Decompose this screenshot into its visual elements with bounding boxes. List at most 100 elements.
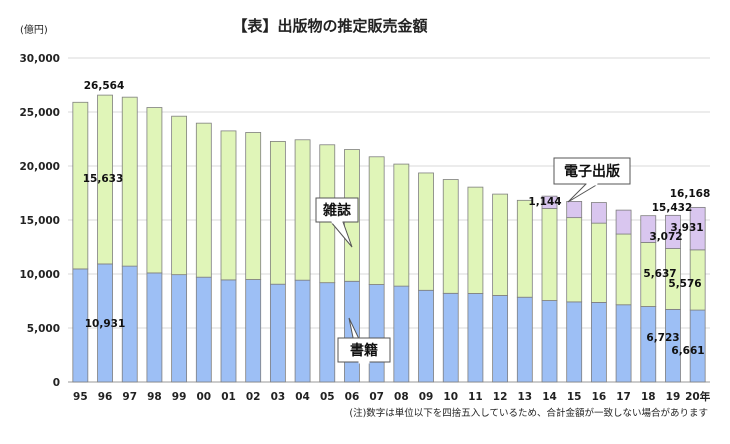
x-tick-label: 03 (271, 391, 286, 403)
callout-pointer-joint (331, 220, 343, 224)
bar-segment-magazine (220, 130, 237, 281)
data-label: 6,661 (671, 345, 704, 357)
bar-segment-book (590, 302, 607, 383)
bar-segment-ebook (640, 215, 657, 243)
x-tick-label: 06 (345, 391, 360, 403)
callout-pointer-joint (586, 182, 598, 186)
bar-segment-book (640, 306, 657, 383)
x-axis-ticks: 95 96 97 98 99 00 01 02 03 04 05 06 07 08 09 10 11 12 13 14… (73, 390, 711, 403)
bar-segment-magazine (195, 122, 212, 278)
bar-segment-magazine (467, 186, 484, 294)
bar-segment-book (467, 293, 484, 383)
x-tick-label: 01 (221, 391, 236, 403)
data-label: 5,637 (643, 268, 676, 280)
y-tick-label: 15,000 (19, 215, 60, 227)
bar-segment-book (294, 279, 311, 383)
x-tick-label: 10 (443, 391, 458, 403)
bar-segment-book (418, 289, 434, 383)
y-tick-label: 25,000 (19, 107, 60, 119)
bar-segment-book (245, 279, 262, 383)
callout-text: 雑誌 (322, 202, 351, 219)
y-tick-label: 20,000 (19, 161, 60, 173)
bar-segment-book (516, 296, 533, 383)
bar-segment-ebook (541, 195, 558, 209)
y-tick-label: 10,000 (19, 269, 60, 281)
x-tick-label: 15 (567, 391, 582, 403)
bar-segment-book (195, 276, 212, 383)
callout-book: 書籍 (337, 317, 391, 364)
x-tick-label: 12 (493, 391, 508, 403)
x-tick-label: 20年 (685, 390, 711, 403)
x-tick-label: 18 (641, 391, 656, 403)
bar-segment-book (393, 285, 410, 383)
y-tick-label: 30,000 (19, 53, 60, 65)
x-tick-label: 16 (592, 391, 607, 403)
callout-box (315, 197, 359, 223)
x-tick-label: 02 (246, 391, 261, 403)
data-label: 15,432 (652, 202, 693, 214)
bar-segment-ebook (615, 209, 632, 235)
data-label: 3,072 (649, 231, 682, 243)
data-label: 1,144 (528, 196, 561, 208)
x-tick-label: 99 (172, 391, 187, 403)
x-tick-label: 05 (320, 391, 335, 403)
callout-text: 電子出版 (564, 163, 620, 180)
bar-segment-book (368, 284, 385, 383)
bar-segment-book (541, 300, 558, 383)
bar-segment-magazine (393, 163, 410, 287)
data-label: 26,564 (84, 80, 125, 92)
bar-segment-magazine (492, 193, 509, 296)
callout-box (337, 337, 391, 363)
x-tick-label: 19 (666, 391, 681, 403)
bar-segment-magazine (516, 199, 533, 298)
bar-segment-magazine (541, 208, 558, 301)
data-label: 10,931 (85, 318, 126, 330)
bar-segment-ebook (665, 214, 681, 249)
bar-segment-magazine (245, 132, 262, 280)
x-tick-label: 14 (542, 391, 557, 403)
data-label: 15,633 (83, 173, 124, 185)
callout-text: 書籍 (350, 342, 378, 359)
x-tick-label: 96 (98, 391, 113, 403)
data-label: 5,576 (668, 278, 701, 290)
bar-segment-magazine (269, 140, 286, 285)
callout-pointer (567, 183, 600, 203)
chart-title: 【表】出版物の推定販売金額 (232, 17, 427, 35)
bar-segment-magazine (146, 107, 163, 274)
data-label: 6,723 (646, 332, 679, 344)
bar-segment-book (615, 304, 632, 383)
x-tick-label: 11 (468, 391, 483, 403)
x-tick-label: 07 (369, 391, 384, 403)
x-tick-label: 17 (616, 391, 631, 403)
x-tick-label: 04 (295, 391, 310, 403)
y-tick-label: 5,000 (27, 323, 60, 335)
bar-segment-book (442, 292, 459, 383)
bar-segment-magazine (566, 217, 583, 303)
bar-segment-magazine (368, 156, 385, 285)
gridlines (68, 57, 710, 383)
bar-segment-magazine (294, 139, 311, 281)
callout-ebook: 電子出版 (553, 157, 631, 203)
x-tick-label: 98 (147, 391, 162, 403)
unit-label: (億円) (20, 23, 48, 36)
bar-segment-ebook (689, 206, 706, 251)
bar-segment-book (319, 282, 336, 383)
bar-segment-magazine (590, 222, 607, 303)
data-labels: 26,564 15,633 10,931 1,144 15,432 3,072 5,637 6… (83, 80, 711, 357)
bar-segment-book (492, 295, 509, 383)
callout-box (553, 157, 631, 185)
x-tick-label: 09 (419, 391, 434, 403)
bar-segment-book (220, 279, 237, 383)
bar-segment-magazine (418, 172, 434, 291)
bar-segment-book (171, 274, 188, 383)
bar-segment-magazine (121, 96, 138, 267)
footnote: (注)数字は単位以下を四捨五入しているため、合計金額が一致しない場合があります (349, 407, 708, 419)
bar-segment-magazine (442, 179, 459, 294)
bar-segment-magazine (97, 94, 113, 265)
y-axis-ticks: 0 5,000 10,000 15,000 20,000 25,000 30,000 (19, 53, 60, 389)
bar-segment-ebook (590, 202, 607, 224)
bar-segment-magazine (72, 101, 89, 270)
